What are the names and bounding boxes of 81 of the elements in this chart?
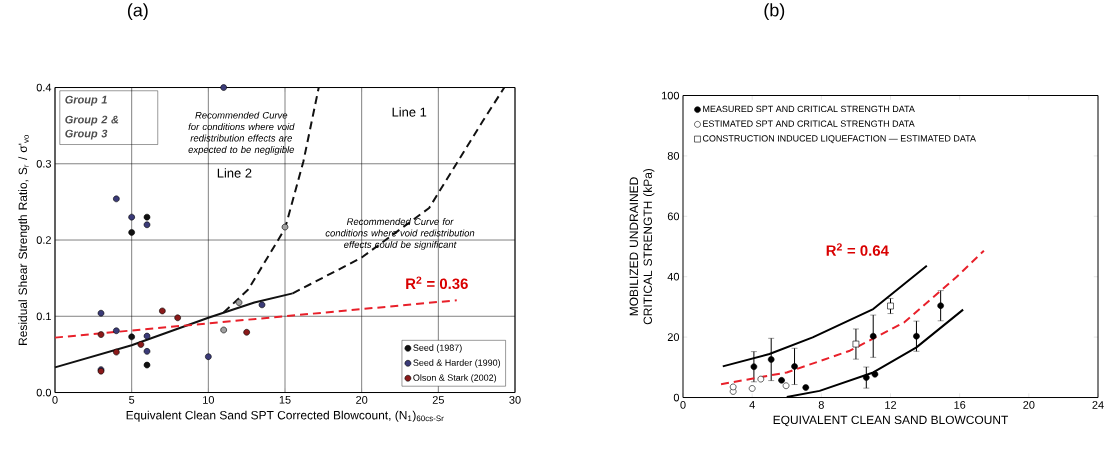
point — [869, 333, 877, 340]
y-tick-label: 80 — [667, 152, 680, 161]
y-tick-label: 0.3 — [36, 160, 51, 168]
x-tick-label: 20 — [1023, 401, 1035, 410]
point — [205, 353, 212, 361]
point — [757, 376, 765, 383]
point — [113, 195, 120, 203]
point — [159, 307, 166, 315]
legend-label: Olson & Stark (2002) — [413, 374, 497, 383]
point — [97, 331, 105, 339]
y-axis-title: MOBILIZED UNDRAINED CRITICAL STRENGTH (kPa) — [629, 169, 655, 325]
point — [791, 363, 798, 370]
point — [913, 333, 920, 340]
x-tick-label: 25 — [432, 396, 444, 405]
point — [113, 327, 120, 335]
x-tick-label: 30 — [509, 396, 521, 405]
y-axis-title: Residual Shear Strength Ratio, S$_{r}$ / σ'$_{vo}$ — [18, 135, 30, 346]
x-tick-label: 15 — [279, 396, 291, 404]
point — [235, 299, 243, 307]
point — [174, 314, 181, 322]
point — [143, 221, 151, 229]
x-tick-label: 5 — [129, 396, 135, 404]
y-tick-label: 60 — [667, 212, 680, 221]
y-tick-label: 0.1 — [36, 312, 51, 321]
point — [748, 385, 756, 392]
point — [767, 356, 775, 363]
point — [143, 362, 151, 369]
point — [220, 84, 227, 92]
x-tick-label: 20 — [356, 396, 368, 405]
y-tick-label: 100 — [662, 91, 680, 100]
annotation: R$^{2}$ = 0.36 — [406, 276, 468, 290]
x-axis-title: EQUIVALENT CLEAN SAND BLOWCOUNT — [773, 415, 1009, 427]
x-tick-label: 0 — [52, 396, 58, 405]
y-tick-label: 40 — [667, 273, 680, 281]
annotation: Recommended Curve for conditions where void redistribution effects could be significant — [325, 218, 475, 251]
point — [220, 326, 227, 334]
annotation: Line 2 — [217, 168, 252, 178]
legend-label: MEASURED SPT AND CRITICAL STRENGTH DATA — [703, 105, 915, 113]
point — [782, 382, 790, 390]
annotation: Group 2 & Group 3 — [65, 115, 119, 140]
point — [143, 348, 151, 355]
point — [937, 302, 944, 310]
x-tick-label: 10 — [203, 396, 214, 405]
y-tick-label: 20 — [667, 333, 680, 342]
point — [128, 333, 135, 341]
line-series — [721, 265, 928, 368]
point — [887, 302, 894, 310]
point — [852, 341, 860, 348]
point — [750, 363, 758, 371]
point — [258, 301, 266, 309]
point — [281, 224, 289, 231]
point — [143, 214, 151, 221]
x-tick-label: 24 — [1092, 401, 1104, 409]
point — [243, 329, 250, 336]
point — [128, 214, 135, 221]
point — [137, 341, 145, 348]
x-tick-label: 0 — [680, 401, 686, 410]
point — [97, 310, 105, 317]
legend-label: Seed (1987) — [413, 344, 462, 353]
chart-title: (b) — [764, 3, 785, 21]
x-tick-label: 4 — [749, 401, 755, 409]
chart-title: (a) — [127, 3, 148, 21]
y-tick-label: 0.0 — [36, 388, 52, 397]
point — [113, 349, 120, 356]
annotation: Line 1 — [392, 107, 427, 117]
point — [863, 374, 870, 382]
y-tick-label: 0.4 — [36, 83, 52, 92]
x-tick-label: 8 — [818, 401, 824, 410]
point — [143, 333, 151, 340]
point — [729, 383, 737, 391]
legend-label: CONSTRUCTION INDUCED LIQUEFACTION — ESTIMATED DATA — [702, 135, 976, 144]
x-axis-title: Equivalent Clean Sand SPT Corrected Blowcount, (N$_{1}$)$_{60cs-Sr}$ — [126, 410, 444, 423]
x-tick-label: 12 — [885, 401, 897, 409]
legend-label: ESTIMATED SPT AND CRITICAL STRENGTH DATA — [703, 120, 915, 128]
legend-label: Seed & Harder (1990) — [413, 359, 501, 368]
annotation: Recommended Curve for conditions where void redistribution effects are expected to be negligible — [188, 111, 295, 156]
annotation: Group 1 — [65, 95, 107, 106]
annotation: R$^{2}$ = 0.64 — [826, 243, 889, 257]
x-tick-label: 16 — [954, 401, 966, 410]
y-tick-label: 0.2 — [36, 236, 51, 245]
point — [128, 229, 135, 236]
